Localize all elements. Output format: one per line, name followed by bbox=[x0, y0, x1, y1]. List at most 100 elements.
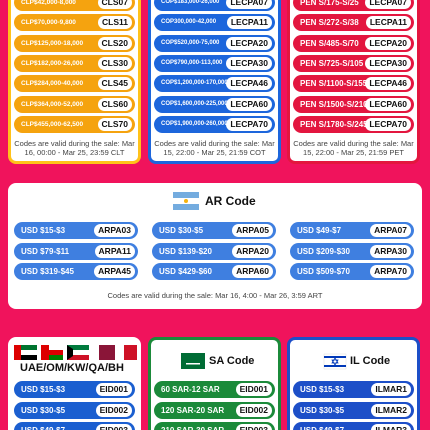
coupon-row: CLP$182,000-26,000 CLS30 bbox=[14, 54, 135, 72]
panel-title: UAE/OM/KW/QA/BH bbox=[20, 362, 124, 374]
coupon-amount: USD $15-$3 bbox=[21, 385, 66, 394]
coupon-amount: PEN S/1100-S/155 bbox=[300, 79, 368, 89]
coupon-amount: 60 SAR-12 SAR bbox=[161, 385, 220, 394]
coupon-amount: CLP$455,000-62,500 bbox=[21, 120, 84, 128]
coupon-amount: USD $319-$45 bbox=[21, 267, 74, 276]
coupon-row: USD $509-$70 ARPA70 bbox=[290, 263, 414, 280]
coupon-amount: USD $49-$7 bbox=[297, 226, 342, 235]
coupon-code: LECPA30 bbox=[365, 56, 411, 70]
coupon-amount: USD $15-$3 bbox=[300, 385, 345, 394]
coupon-code: ARPA03 bbox=[94, 224, 135, 237]
panel-title: IL Code bbox=[350, 355, 391, 367]
coupon-amount: COP$1,900,000-260,000 bbox=[161, 120, 228, 127]
qatar-flag bbox=[93, 345, 115, 360]
coupon-code: CLS20 bbox=[97, 36, 132, 50]
coupon-amount: CLP$182,000-26,000 bbox=[21, 59, 84, 67]
coupon-row: USD $49-$7 ARPA07 bbox=[290, 222, 414, 239]
coupon-code: CLS11 bbox=[98, 16, 132, 30]
panel-title: AR Code bbox=[205, 194, 256, 208]
coupon-row: USD $319-$45 ARPA45 bbox=[14, 263, 138, 280]
argentina-flag bbox=[173, 192, 199, 210]
coupon-row: USD $15-$3 EID001 bbox=[14, 381, 135, 398]
coupon-amount: COP$1,200,000-170,000 bbox=[161, 80, 228, 87]
coupon-row: COP300,000-42,000 LECPA11 bbox=[154, 14, 275, 32]
coupon-row: USD $49-$7 EID003 bbox=[14, 422, 135, 430]
coupon-code: EID002 bbox=[95, 403, 132, 417]
coupon-code: LECPA46 bbox=[226, 77, 272, 91]
coupon-code: ILMAR2 bbox=[371, 403, 411, 417]
coupon-row: COP$520,000-75,000 LECPA20 bbox=[154, 34, 275, 52]
coupon-amount: PEN S/175-S/25 bbox=[300, 0, 359, 7]
coupon-amount: COP$790,000-113,000 bbox=[161, 59, 223, 66]
coupon-code: CLS70 bbox=[97, 117, 132, 131]
coupon-amount: CLP$364,000-52,000 bbox=[21, 100, 84, 108]
coupon-code: LECPA46 bbox=[365, 77, 411, 91]
coupon-amount: USD $49-$7 bbox=[300, 422, 344, 430]
coupon-code: ARPA07 bbox=[370, 224, 411, 237]
coupon-code: EID001 bbox=[95, 383, 132, 396]
coupon-code: ARPA60 bbox=[232, 265, 273, 278]
coupon-amount: USD $209-$30 bbox=[297, 246, 350, 256]
coupon-amount: 210 SAR-30 SAR bbox=[161, 422, 224, 430]
validity-note: Codes are valid during the sale: Mar 16,… bbox=[107, 291, 323, 300]
coupon-code: LECPA11 bbox=[226, 16, 272, 30]
coupon-row: CLP$455,000-62,500 CLS70 bbox=[14, 115, 135, 133]
coupon-row: USD $30-$5 ILMAR2 bbox=[293, 401, 414, 419]
coupon-row: COP$1,600,000-225,000 LECPA60 bbox=[154, 95, 275, 113]
coupon-code: EID002 bbox=[235, 403, 272, 417]
coupon-row: 120 SAR-20 SAR EID002 bbox=[154, 401, 275, 419]
coupon-code: LECPA11 bbox=[365, 16, 411, 30]
coupon-amount: USD $15-$3 bbox=[21, 226, 66, 235]
coupon-row: USD $139-$20 ARPA20 bbox=[152, 242, 276, 260]
coupon-code: EID001 bbox=[235, 383, 272, 396]
validity-note: Codes are valid during the sale: Mar 15,… bbox=[293, 139, 414, 157]
israel-flag bbox=[323, 353, 347, 370]
coupon-amount: COP$1,600,000-225,000 bbox=[161, 100, 228, 107]
coupon-row: PEN S/1780-S/245 LECPA70 bbox=[293, 115, 414, 133]
coupon-code: LECPA70 bbox=[226, 117, 272, 131]
saudi-flag bbox=[181, 353, 205, 369]
coupon-row: USD $429-$60 ARPA60 bbox=[152, 263, 276, 280]
coupon-code: LECPA07 bbox=[226, 0, 272, 9]
coupon-row: 60 SAR-12 SAR EID001 bbox=[154, 381, 275, 398]
bahrain-flag bbox=[119, 345, 137, 360]
coupon-code: ILMAR1 bbox=[371, 383, 411, 396]
coupon-amount: COP300,000-42,000 bbox=[161, 19, 217, 26]
coupon-row: USD $49-$7 ILMAR3 bbox=[293, 422, 414, 430]
coupon-amount: USD $79-$11 bbox=[21, 246, 70, 256]
coupon-code: EID003 bbox=[235, 424, 272, 430]
coupon-code: CLS07 bbox=[97, 0, 132, 9]
coupon-row: PEN S/272-S/38 LECPA11 bbox=[293, 14, 414, 32]
coupon-code: ARPA45 bbox=[94, 265, 135, 278]
coupon-amount: USD $49-$7 bbox=[21, 422, 65, 430]
coupon-amount: PEN S/272-S/38 bbox=[300, 18, 359, 28]
coupon-row: PEN S/725-S/105 LECPA30 bbox=[293, 54, 414, 72]
coupon-amount: CLP$125,000-18,000 bbox=[21, 39, 84, 47]
coupon-code: CLS60 bbox=[97, 97, 132, 111]
coupon-code: LECPA20 bbox=[365, 36, 411, 50]
coupon-row: COP$183,000-26,000 LECPA07 bbox=[154, 0, 275, 11]
coupon-amount: CLP$284,000-40,000 bbox=[21, 80, 84, 88]
uae-flag bbox=[14, 345, 37, 360]
coupon-row: CLP$125,000-18,000 CLS20 bbox=[14, 34, 135, 52]
coupon-row: COP$1,900,000-260,000 LECPA70 bbox=[154, 115, 275, 133]
coupon-row: PEN S/485-S/70 LECPA20 bbox=[293, 34, 414, 52]
coupon-code: EID003 bbox=[95, 424, 132, 430]
coupon-code: LECPA70 bbox=[365, 117, 411, 131]
validity-note: Codes are valid during the sale: Mar 16,… bbox=[14, 139, 135, 157]
coupon-row: CLP$42,000-8,000 CLS07 bbox=[14, 0, 135, 11]
kuwait-flag bbox=[67, 345, 89, 360]
coupon-amount: PEN S/485-S/70 bbox=[300, 38, 359, 48]
coupon-row: USD $30-$5 EID002 bbox=[14, 401, 135, 419]
coupon-row: USD $79-$11 ARPA11 bbox=[14, 242, 138, 260]
coupon-row: USD $30-$5 ARPA05 bbox=[152, 222, 276, 239]
coupon-amount: COP$183,000-26,000 bbox=[161, 0, 220, 5]
coupon-amount: CLP$42,000-8,000 bbox=[21, 0, 76, 6]
coupon-row: PEN S/1500-S/210 LECPA60 bbox=[293, 95, 414, 113]
coupon-code: ARPA11 bbox=[94, 244, 135, 258]
coupon-amount: USD $30-$5 bbox=[159, 226, 204, 235]
coupon-amount: PEN S/1500-S/210 bbox=[300, 99, 368, 109]
coupon-amount: USD $30-$5 bbox=[300, 405, 345, 415]
